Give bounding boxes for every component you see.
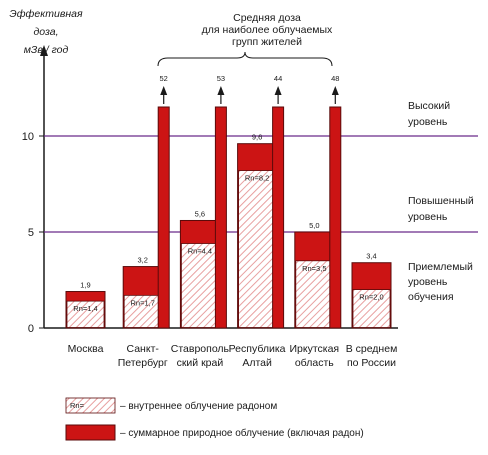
bar-radon (180, 243, 219, 328)
category-label: Ставрополь (171, 343, 230, 355)
y-axis-arrow (40, 45, 48, 56)
level-label: Повышенный (408, 195, 474, 207)
category-label: Москва (68, 343, 104, 355)
category-label: Санкт- (127, 343, 160, 355)
legend-swatch-total (65, 424, 116, 441)
high-arrow-head (331, 86, 339, 95)
total-value-label: 9,6 (252, 133, 262, 142)
level-label: уровень (408, 211, 448, 223)
bar-high-group (157, 106, 170, 329)
level-label: уровень (408, 116, 448, 128)
category-label: Алтай (242, 357, 272, 369)
level-label: Высокий (408, 100, 450, 112)
category-label: Иркутская (289, 343, 339, 355)
legend-label: – суммарное природное облучение (включая… (120, 427, 364, 439)
bar-radon (123, 294, 162, 328)
legend-swatch-text: Rn= (70, 401, 85, 410)
bar-radon (238, 170, 277, 328)
y-axis-label-line: Эффективная (9, 8, 83, 20)
total-value-label: 5,0 (309, 221, 319, 230)
group-annotation-line: Средняя доза (233, 12, 301, 24)
category-label: Республика (229, 343, 286, 355)
total-value-label: 3,2 (137, 256, 147, 265)
high-arrow-head (160, 86, 168, 95)
category-label: по России (347, 357, 396, 369)
group-brace (157, 51, 333, 67)
high-group-value-label: 44 (274, 74, 282, 83)
high-group-value-label: 53 (217, 74, 225, 83)
total-value-label: 5,6 (195, 209, 205, 218)
radon-value-label: Rn=3,5 (302, 264, 326, 273)
bar-high-group (329, 106, 342, 329)
acceptable-level-label: уровень (408, 276, 448, 288)
high-group-value-label: 48 (331, 74, 339, 83)
bar-radon (352, 289, 391, 328)
radon-value-label: Rn=1,4 (73, 304, 97, 313)
total-value-label: 3,4 (366, 252, 376, 261)
y-axis-label-line: мЗв / год (24, 44, 69, 56)
group-annotation-line: групп жителей (232, 36, 302, 48)
category-label: область (295, 357, 334, 369)
acceptable-level-label: Приемлемый (408, 261, 473, 273)
radon-value-label: Rn=4,4 (188, 247, 212, 256)
bar-high-group (214, 106, 227, 329)
total-value-label: 1,9 (80, 281, 90, 290)
radon-value-label: Rn=8,2 (245, 174, 269, 183)
high-group-value-label: 52 (160, 74, 168, 83)
y-tick-label: 0 (28, 323, 34, 335)
y-tick-label: 5 (28, 227, 34, 239)
category-label: В среднем (346, 343, 398, 355)
y-axis-label-line: доза, (33, 26, 58, 38)
y-tick-label: 10 (22, 131, 34, 143)
radon-value-label: Rn=1,7 (130, 298, 154, 307)
category-label: Петербург (118, 357, 168, 369)
legend-swatch-radon (65, 397, 116, 414)
bar-radon (66, 300, 105, 328)
radon-value-label: Rn=2,0 (359, 293, 383, 302)
legend-label: – внутреннее облучение радоном (120, 400, 277, 412)
bar-high-group (272, 106, 285, 329)
acceptable-level-label: обучения (408, 291, 454, 303)
category-label: ский край (177, 357, 224, 369)
group-annotation-line: для наиболее облучаемых (202, 24, 333, 36)
high-arrow-head (217, 86, 225, 95)
high-arrow-head (274, 86, 282, 95)
